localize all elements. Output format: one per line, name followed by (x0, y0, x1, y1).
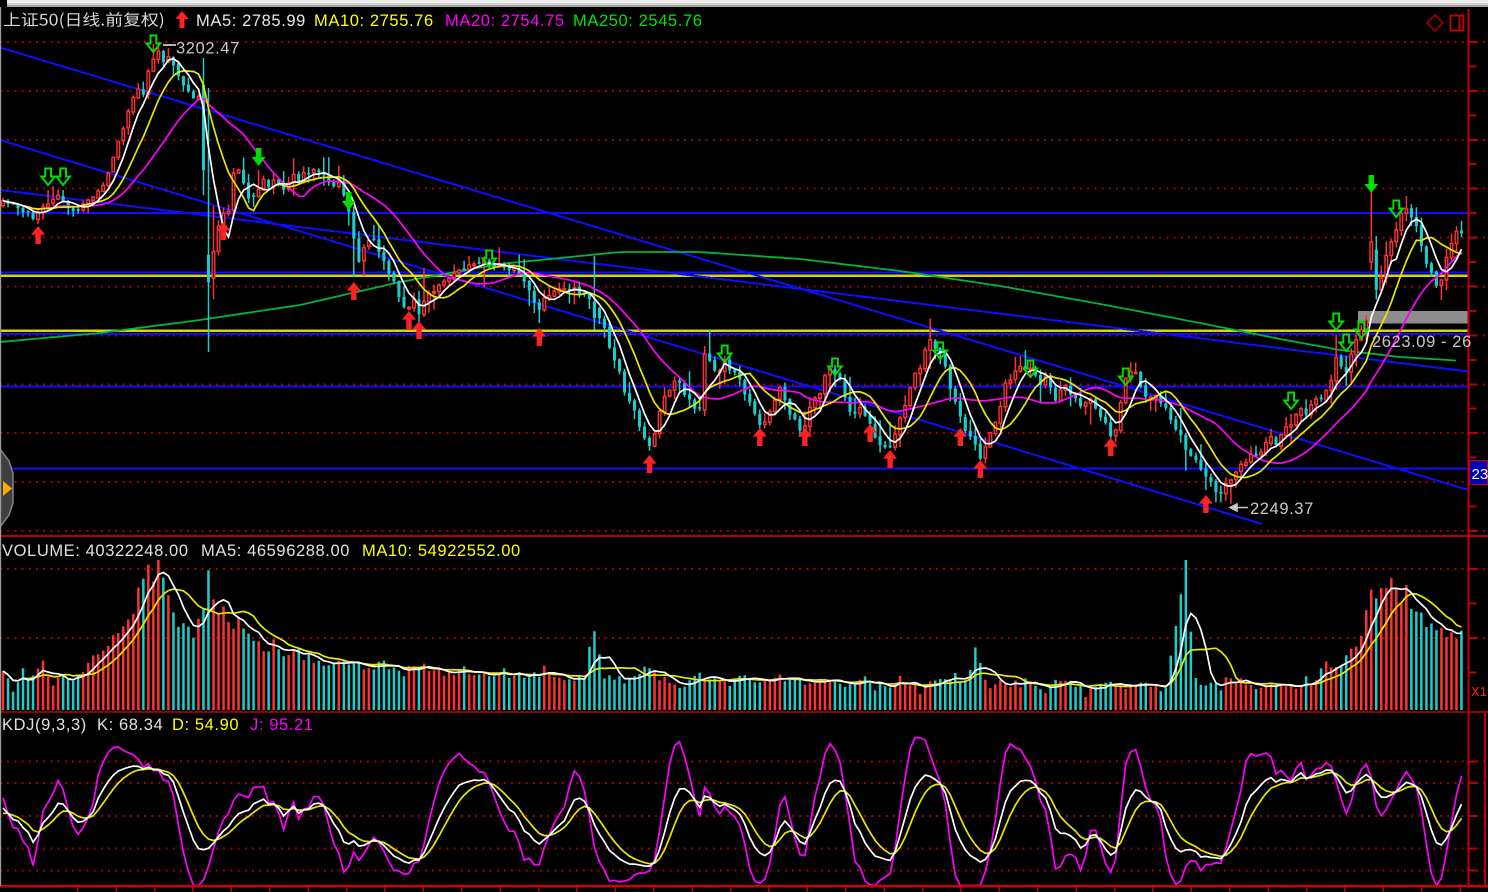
svg-text:J: 95.21: J: 95.21 (250, 716, 314, 734)
svg-text:2623.09 - 26: 2623.09 - 26 (1372, 333, 1472, 351)
svg-text:D: 54.90: D: 54.90 (172, 716, 239, 734)
svg-text:K: 68.34: K: 68.34 (97, 716, 163, 734)
svg-text:MA10: 2755.76: MA10: 2755.76 (314, 12, 434, 30)
svg-text:VOLUME: 40322248.00: VOLUME: 40322248.00 (2, 542, 189, 560)
svg-text:23: 23 (1472, 466, 1488, 483)
svg-text:MA20: 2754.75: MA20: 2754.75 (445, 12, 565, 30)
svg-text:MA250: 2545.76: MA250: 2545.76 (573, 12, 703, 30)
svg-text:KDJ(9,3,3): KDJ(9,3,3) (2, 716, 87, 734)
svg-text:MA5: 2785.99: MA5: 2785.99 (196, 12, 306, 30)
svg-text:2249.37: 2249.37 (1250, 500, 1314, 518)
svg-text:3202.47: 3202.47 (176, 40, 240, 58)
svg-text:MA5: 46596288.00: MA5: 46596288.00 (201, 542, 350, 560)
svg-text:X1: X1 (1471, 684, 1487, 699)
svg-text:MA10: 54922552.00: MA10: 54922552.00 (362, 542, 521, 560)
